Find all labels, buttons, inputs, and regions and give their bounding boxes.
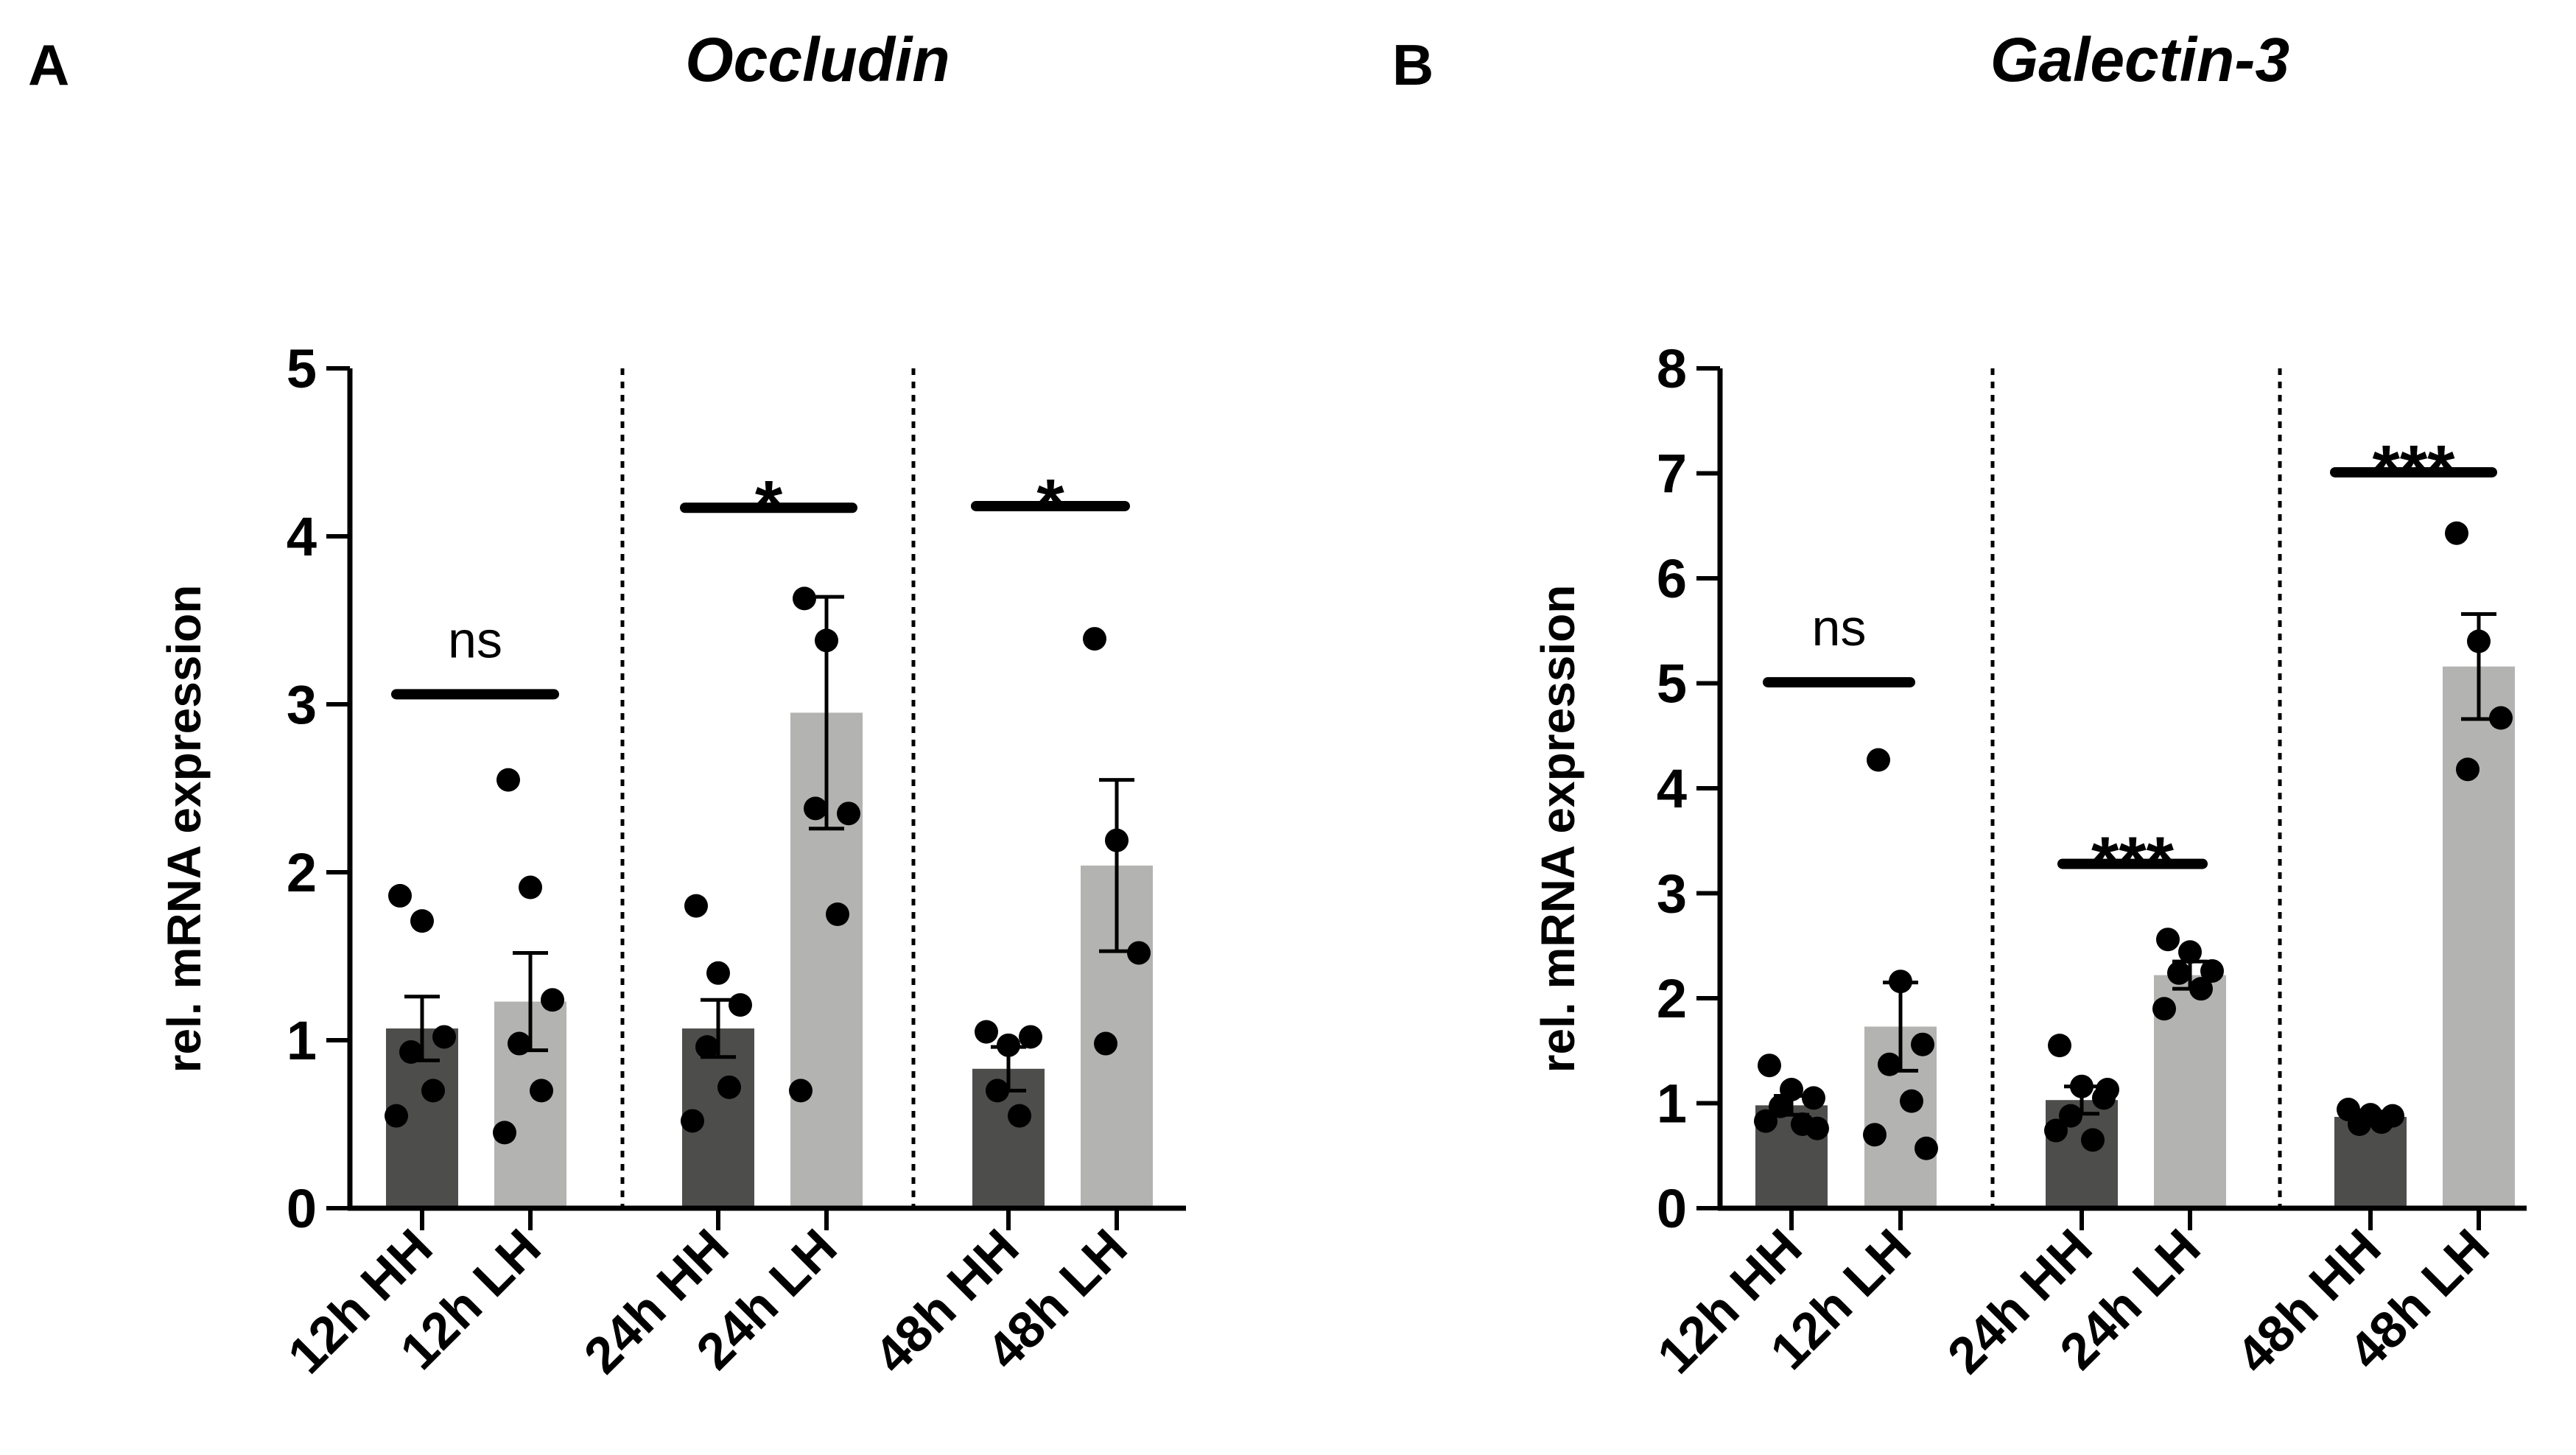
panel-b-significance-label-1: ns bbox=[1812, 599, 1867, 656]
panel-a-y-tick-label-5: 5 bbox=[287, 338, 317, 399]
panel-b-point-2-2 bbox=[1889, 970, 1912, 994]
panel-a-y-axis-label: rel. mRNA expression bbox=[158, 585, 211, 1073]
panel-a-point-4-4 bbox=[804, 796, 827, 821]
panel-b-point-4-3 bbox=[2200, 958, 2224, 983]
panel-b-point-3-4 bbox=[2059, 1104, 2082, 1128]
panel-b-y-tick-label-4: 4 bbox=[1657, 758, 1687, 819]
panel-a-point-5-1 bbox=[975, 1020, 998, 1044]
panel-a-significance-label-1: ns bbox=[448, 611, 502, 668]
panel-b-letter: B bbox=[1392, 32, 1433, 97]
panel-a-point-5-5 bbox=[1008, 1104, 1031, 1128]
panel-b-point-2-6 bbox=[1863, 1123, 1887, 1147]
panel-b-point-4-5 bbox=[2189, 977, 2213, 1001]
panel-a-point-3-2 bbox=[706, 961, 730, 985]
panel-b-point-4-4 bbox=[2167, 961, 2191, 985]
panel-b-y-tick-label-2: 2 bbox=[1657, 968, 1687, 1029]
panel-b-point-5-4 bbox=[2348, 1112, 2371, 1136]
panel-b-point-3-5 bbox=[2081, 1128, 2105, 1152]
panel-b-point-2-4 bbox=[1878, 1052, 1901, 1076]
panel-a-point-2-3 bbox=[541, 988, 564, 1012]
panel-b-bar-6 bbox=[2443, 666, 2515, 1208]
panel-b-point-2-5 bbox=[1900, 1089, 1923, 1113]
panel-a-point-3-3 bbox=[729, 993, 752, 1017]
panel-a-point-4-2 bbox=[815, 628, 838, 653]
panel-b-y-tick-label-5: 5 bbox=[1657, 653, 1687, 715]
panel-a-point-3-1 bbox=[684, 894, 708, 918]
panel-a-y-tick-label-1: 1 bbox=[287, 1010, 317, 1071]
panel-b-point-1-1 bbox=[1758, 1053, 1781, 1078]
panel-b-y-tick-label-0: 0 bbox=[1657, 1178, 1687, 1239]
panel-b-y-tick-label-6: 6 bbox=[1657, 548, 1687, 609]
panel-a-point-4-1 bbox=[793, 586, 816, 611]
panel-b-point-4-6 bbox=[2152, 997, 2176, 1021]
panel-b-point-4-1 bbox=[2156, 928, 2180, 952]
panel-a-point-1-2 bbox=[410, 909, 434, 933]
panel-b-point-1-2 bbox=[1780, 1077, 1803, 1101]
panel-a-letter: A bbox=[28, 32, 69, 97]
panel-a-point-4-3 bbox=[837, 802, 860, 826]
panel-a-point-5-4 bbox=[986, 1079, 1009, 1103]
panel-b-point-4-2 bbox=[2178, 940, 2202, 964]
panel-a-point-3-6 bbox=[681, 1109, 704, 1133]
panel-a-point-1-3 bbox=[432, 1025, 456, 1049]
panel-a-point-1-4 bbox=[399, 1039, 423, 1064]
panel-a-point-1-5 bbox=[421, 1079, 445, 1103]
panel-b-point-2-3 bbox=[1911, 1032, 1934, 1056]
panel-a-y-tick-label-4: 4 bbox=[287, 506, 317, 567]
panel-a-point-6-2 bbox=[1105, 828, 1129, 852]
panel-a-point-2-1 bbox=[496, 768, 520, 792]
panel-b-bar-5 bbox=[2334, 1117, 2407, 1208]
panel-b-y-tick-label-1: 1 bbox=[1657, 1073, 1687, 1135]
panel-b-y-tick-label-8: 8 bbox=[1657, 338, 1687, 399]
panel-a-point-4-5 bbox=[826, 902, 849, 926]
panel-b-point-1-6 bbox=[1754, 1109, 1777, 1133]
panel-b-y-axis-label: rel. mRNA expression bbox=[1531, 585, 1584, 1073]
panel-b-point-6-1 bbox=[2445, 521, 2468, 545]
panel-a-point-2-2 bbox=[519, 875, 542, 900]
panel-b-point-6-3 bbox=[2489, 706, 2513, 730]
panel-b-point-3-2 bbox=[2070, 1074, 2094, 1098]
panel-b-significance-label-2: *** bbox=[2091, 823, 2175, 902]
panel-a-point-1-1 bbox=[388, 883, 412, 908]
panel-a-point-1-6 bbox=[385, 1104, 408, 1128]
panel-b-point-6-4 bbox=[2456, 757, 2480, 782]
panel-b-point-6-2 bbox=[2467, 629, 2491, 653]
panel-a-point-6-4 bbox=[1094, 1031, 1117, 1056]
panel-b-y-tick-label-7: 7 bbox=[1657, 443, 1687, 505]
panel-b-point-3-7 bbox=[2096, 1077, 2119, 1101]
panel-a-point-2-5 bbox=[530, 1079, 553, 1103]
panel-b-point-2-7 bbox=[1915, 1136, 1938, 1160]
panel-b-point-3-1 bbox=[2048, 1034, 2071, 1058]
panel-b-point-1-7 bbox=[1805, 1116, 1829, 1140]
panel-b-y-tick-label-3: 3 bbox=[1657, 863, 1687, 925]
panel-b-point-3-6 bbox=[2044, 1118, 2068, 1143]
panel-b-point-1-4 bbox=[1769, 1094, 1792, 1118]
panel-a-significance-label-3: * bbox=[1036, 465, 1064, 544]
panel-b-point-1-3 bbox=[1802, 1086, 1825, 1110]
panel-a-point-6-3 bbox=[1127, 941, 1151, 965]
panel-a-y-tick-label-2: 2 bbox=[287, 842, 317, 903]
panel-a-point-2-4 bbox=[508, 1031, 531, 1056]
panel-b-significance-label-3: *** bbox=[2372, 431, 2455, 510]
panel-a-title: Occludin bbox=[685, 25, 950, 94]
panel-b-point-5-5 bbox=[2370, 1110, 2393, 1135]
panel-a-point-5-2 bbox=[997, 1033, 1020, 1057]
panel-a-point-3-4 bbox=[695, 1035, 719, 1059]
panel-b-title: Galectin-3 bbox=[1990, 25, 2289, 94]
panel-a-y-tick-label-0: 0 bbox=[287, 1178, 317, 1239]
panel-b-point-2-1 bbox=[1867, 748, 1890, 772]
panel-a-significance-label-2: * bbox=[755, 466, 783, 545]
panel-a-point-2-6 bbox=[493, 1121, 516, 1145]
panel-a-point-6-1 bbox=[1083, 627, 1106, 651]
panel-a-y-tick-label-3: 3 bbox=[287, 674, 317, 735]
panel-a-point-5-3 bbox=[1019, 1025, 1042, 1049]
panel-a-point-3-5 bbox=[717, 1075, 741, 1099]
panel-a-point-4-6 bbox=[789, 1079, 813, 1103]
